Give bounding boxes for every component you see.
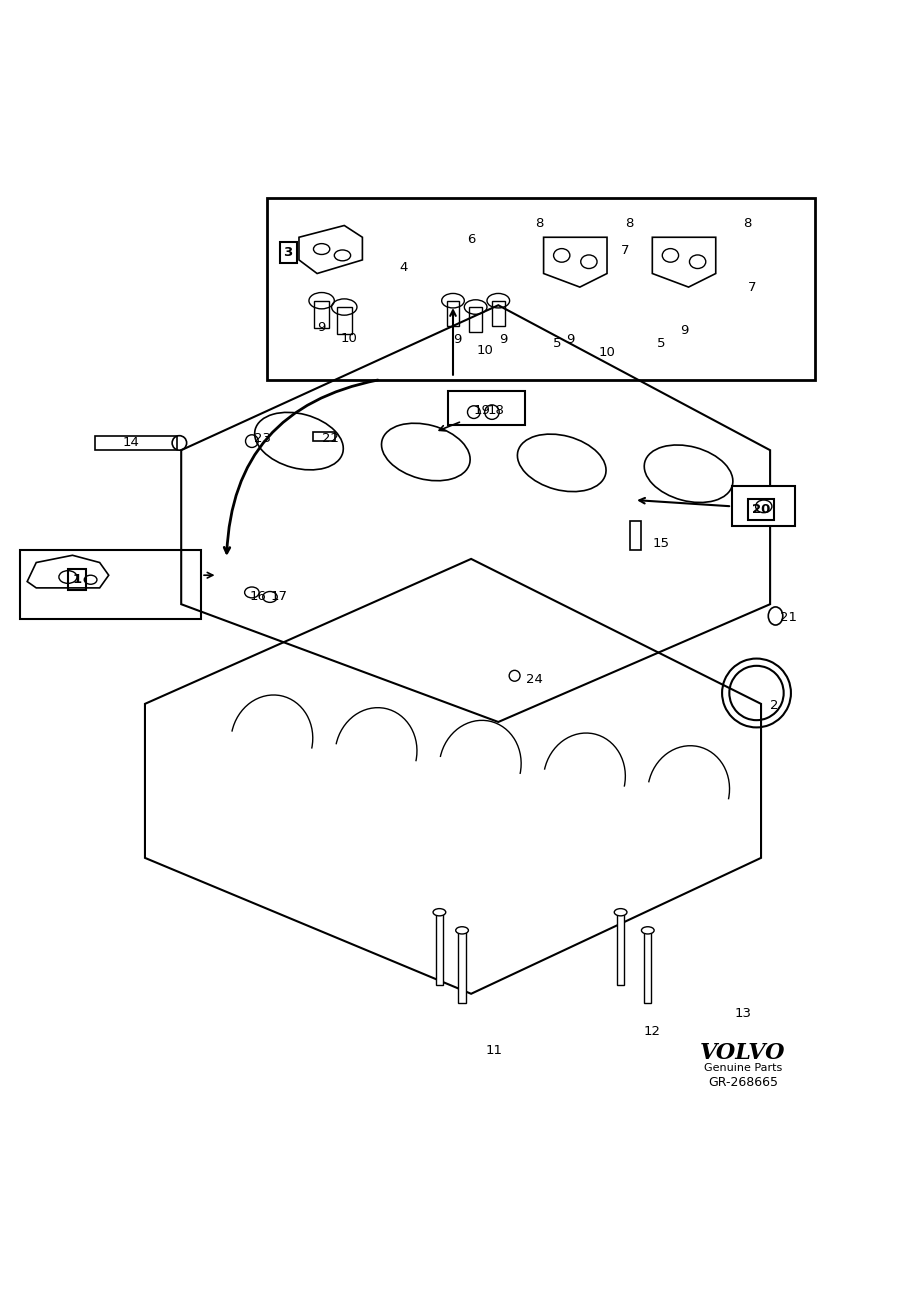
- Text: 15: 15: [653, 536, 670, 549]
- Ellipse shape: [456, 926, 468, 934]
- Text: 21: 21: [780, 612, 796, 625]
- Bar: [644, 930, 651, 1003]
- Text: 5: 5: [657, 336, 666, 349]
- Bar: [314, 300, 329, 327]
- Text: GR-268665: GR-268665: [708, 1076, 778, 1089]
- Text: 1: 1: [72, 573, 82, 586]
- Text: 8: 8: [535, 217, 544, 230]
- Bar: [458, 930, 466, 1003]
- Text: 9: 9: [317, 321, 326, 334]
- Text: 9: 9: [566, 333, 575, 346]
- Text: 12: 12: [644, 1025, 660, 1038]
- Bar: [436, 912, 443, 985]
- Bar: [732, 486, 795, 526]
- Bar: [469, 307, 482, 333]
- Bar: [20, 549, 201, 618]
- Text: 7: 7: [747, 281, 757, 294]
- Text: 9: 9: [680, 323, 689, 336]
- Text: 22: 22: [323, 431, 339, 444]
- Text: 11: 11: [486, 1044, 502, 1057]
- Text: 13: 13: [735, 1007, 751, 1020]
- Bar: [267, 199, 815, 379]
- Text: 7: 7: [621, 244, 630, 257]
- Text: 23: 23: [255, 431, 271, 444]
- Text: 9: 9: [498, 333, 507, 346]
- Text: 5: 5: [553, 336, 562, 349]
- Bar: [630, 521, 641, 549]
- Text: 16: 16: [250, 591, 266, 604]
- Text: 14: 14: [123, 436, 140, 449]
- Text: 20: 20: [752, 503, 770, 516]
- Text: 4: 4: [399, 261, 408, 274]
- Text: 10: 10: [599, 346, 615, 359]
- Text: 10: 10: [477, 344, 493, 357]
- Text: 6: 6: [467, 234, 476, 247]
- Ellipse shape: [614, 908, 627, 916]
- Bar: [95, 435, 177, 451]
- Bar: [337, 307, 352, 334]
- Text: 19: 19: [474, 404, 490, 417]
- Text: Genuine Parts: Genuine Parts: [704, 1063, 782, 1073]
- Bar: [492, 300, 505, 326]
- Text: VOLVO: VOLVO: [700, 1042, 786, 1064]
- Text: 24: 24: [526, 673, 543, 686]
- Bar: [447, 300, 459, 326]
- Text: 8: 8: [625, 217, 634, 230]
- Text: 2: 2: [770, 699, 779, 712]
- Text: 18: 18: [488, 404, 505, 417]
- Ellipse shape: [433, 908, 446, 916]
- Text: 17: 17: [271, 591, 287, 604]
- Text: 9: 9: [453, 333, 462, 346]
- Text: 10: 10: [341, 333, 357, 346]
- Ellipse shape: [641, 926, 654, 934]
- Bar: [448, 391, 525, 425]
- Text: 3: 3: [284, 247, 293, 260]
- Bar: [313, 433, 335, 442]
- Bar: [617, 912, 624, 985]
- Text: 8: 8: [743, 217, 752, 230]
